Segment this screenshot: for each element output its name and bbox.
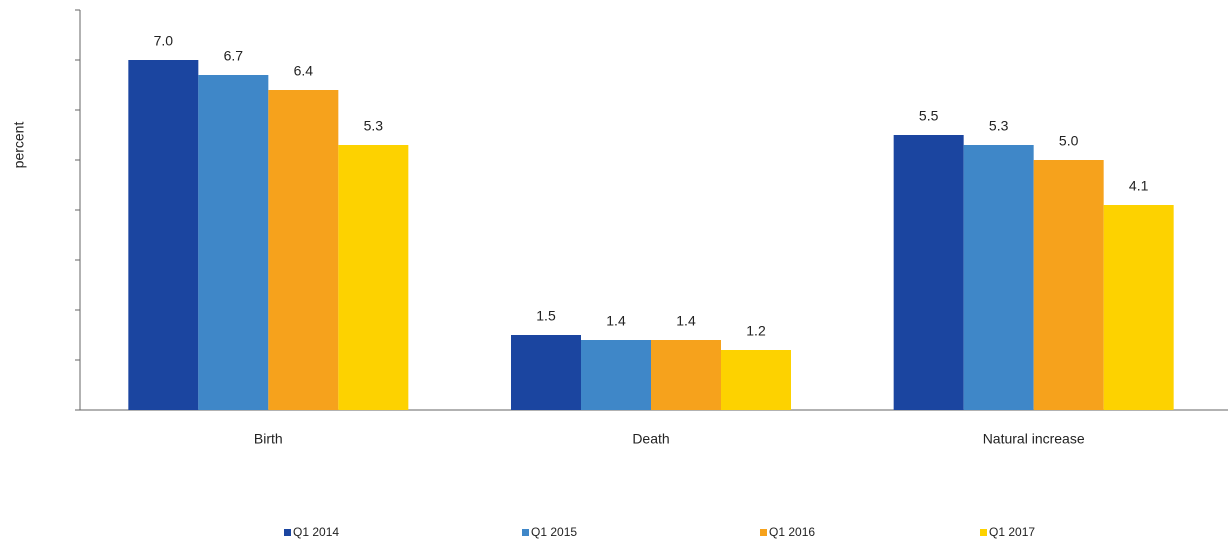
data-label: 6.7 [224,48,244,64]
y-axis-label: percent [11,122,27,169]
bar [198,75,269,410]
bar [268,90,339,410]
data-label: 5.3 [989,118,1009,134]
data-label: 1.4 [606,313,626,329]
data-label: 6.4 [294,63,314,79]
data-label: 7.0 [154,33,174,49]
legend-swatch [980,529,987,536]
legend-label: Q1 2016 [769,525,815,539]
bar [721,350,791,410]
bar [893,135,964,410]
bar [581,340,651,410]
legend-label: Q1 2017 [989,525,1035,539]
bar [1103,205,1174,410]
data-label: 1.5 [536,308,556,324]
x-tick-label: Death [632,431,669,447]
data-label: 5.3 [364,118,384,134]
x-tick-label: Natural increase [983,431,1085,447]
bar [128,60,199,410]
legend-swatch [522,529,529,536]
bar [963,145,1034,410]
bar [651,340,721,410]
bar [1033,160,1104,410]
bar [511,335,581,410]
legend-label: Q1 2015 [531,525,577,539]
legend-swatch [284,529,291,536]
data-label: 5.0 [1059,133,1079,149]
legend-swatch [760,529,767,536]
data-label: 5.5 [919,108,939,124]
bar [338,145,409,410]
data-label: 1.4 [676,313,696,329]
data-label: 1.2 [746,323,766,339]
data-label: 4.1 [1129,178,1149,194]
x-tick-label: Birth [254,431,283,447]
legend-label: Q1 2014 [293,525,339,539]
